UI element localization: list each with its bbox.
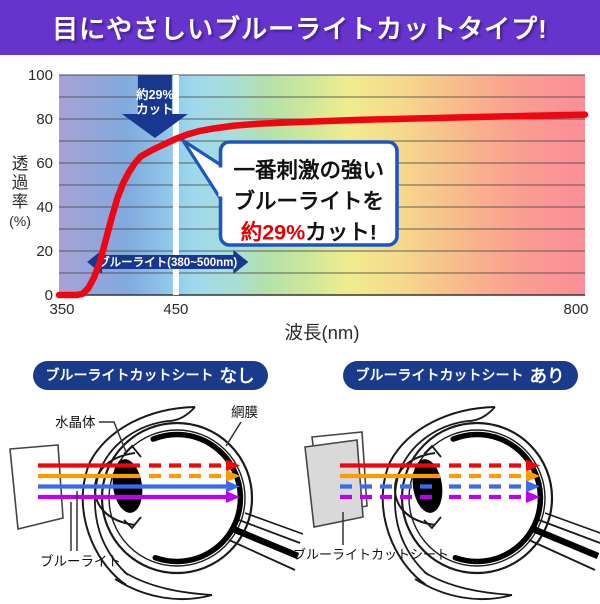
cut-arrow-label-2: カット [136,103,174,117]
callout-seam [218,167,225,197]
retina-label: 網膜 [231,405,258,420]
ciliary-top [123,444,142,458]
callout-line-1: 一番刺激の強い [234,158,385,183]
red-ray [38,459,240,472]
transmittance-chart-section: ブルーライト(380~500nm) 約29% カット 一番刺激の強い ブルーライトを 約2… [0,55,600,347]
blue-light-cut-sheet [304,439,364,528]
band-label: ブルーライト(380~500nm) [98,255,237,269]
band-right-arrowhead [233,250,249,274]
blue-light-label: ブルーライト [40,553,121,569]
eye-lower-tail-outer [414,578,513,601]
blue-ray-arrowhead [226,480,240,493]
lens-pointer [99,421,127,453]
cornea [393,452,436,526]
orange-ray [38,470,240,482]
optic-nerve-top [538,519,600,544]
vessel-branch [244,512,304,535]
optic-nerve-bottom [528,539,596,571]
ciliary-top [423,444,442,458]
optic-nerve-top [238,519,301,544]
y-tick-60: 60 [36,155,53,172]
eye-lower-tail-inner [423,571,513,596]
blue-ray-arrowhead [526,480,540,493]
retina-lining [450,431,544,565]
purple-ray-arrowhead [226,491,240,503]
callout-line-3: 約29%カット! [241,220,377,245]
badge-suffix: なし [219,365,255,386]
red-ray [340,459,540,472]
cut-arrow: 約29%カット [121,75,188,138]
y-axis-title: 透過率(%) [9,154,31,229]
retina-pointer [225,421,242,447]
blue-ray [340,480,540,493]
optic-nerve-core [531,525,600,560]
badge-row-with: ブルーライトカットシート あり [300,356,600,394]
x-tick-450: 450 [163,301,188,318]
eye-diagram-with-sheet: ブルーライトカットシート [293,406,600,601]
red-ray-arrowhead [226,459,240,472]
y-tick-0: 0 [45,287,53,304]
blue-ray [38,480,240,493]
y-tick-80: 80 [36,111,53,128]
cut-arrow-head [121,114,188,138]
purple-ray [38,491,240,503]
diagram-without-sheet: ブルーライトカットシート なし 水晶体 網膜ブルーライト [0,347,304,604]
cut-sheet-label: ブルーライトカットシート [293,547,449,562]
optic-nerve-core [231,525,300,560]
purple-ray-arrowhead [526,491,540,503]
x-tick-350: 350 [49,301,74,318]
eye-lower-tail-inner [123,571,213,596]
diagram-with-sheet: ブルーライトカットシート あり ブルーライトカットシート [293,347,600,604]
band-shaft [101,255,235,269]
orange-ray-arrowhead [226,470,240,482]
transmittance-chart: ブルーライト(380~500nm)約29%カット一番刺激の強いブルーライトを約2… [9,67,589,343]
badge-with-sheet: ブルーライトカットシート あり [342,360,578,390]
badge-prefix: ブルーライトカットシート [45,367,214,383]
cut-arrow-label-1: 約29% [136,87,174,102]
y-tick-40: 40 [36,199,53,216]
badge-row-without: ブルーライトカットシート なし [0,356,300,394]
vessel-branch [544,512,600,534]
lens-label: 水晶体 [55,415,96,430]
orange-ray [340,470,540,482]
optic-nerve-bottom [228,539,296,571]
eye-lower-tail-outer [114,578,213,601]
x-axis-title: 波長(nm) [284,322,359,343]
badge-suffix: あり [529,365,565,386]
orange-ray-arrowhead [526,470,540,482]
callout-line-2: ブルーライトを [234,189,385,214]
blue-light-band-arrow: ブルーライト(380~500nm) [87,250,249,274]
banner-title: 目にやさしいブルーライトカットタイプ! [52,14,548,44]
ciliary-bottom [423,516,442,530]
y-tick-20: 20 [36,243,53,260]
banner: 目にやさしいブルーライトカットタイプ! [0,0,600,55]
y-tick-100: 100 [28,67,53,84]
ciliary-bottom [123,516,142,530]
purple-ray [340,491,540,503]
retina-lining [150,431,244,565]
eye-diagrams: ブルーライトカットシート なし 水晶体 網膜ブルーライト ブルーライトカットシート… [0,347,600,604]
badge-prefix: ブルーライトカットシート [355,367,524,383]
cut-arrow-body [137,75,172,114]
cornea [93,452,136,526]
transmittance-curve [55,111,589,299]
red-ray-arrowhead [526,459,540,472]
x-tick-800: 800 [563,301,588,318]
badge-without-sheet: ブルーライトカットシート なし [32,360,268,390]
